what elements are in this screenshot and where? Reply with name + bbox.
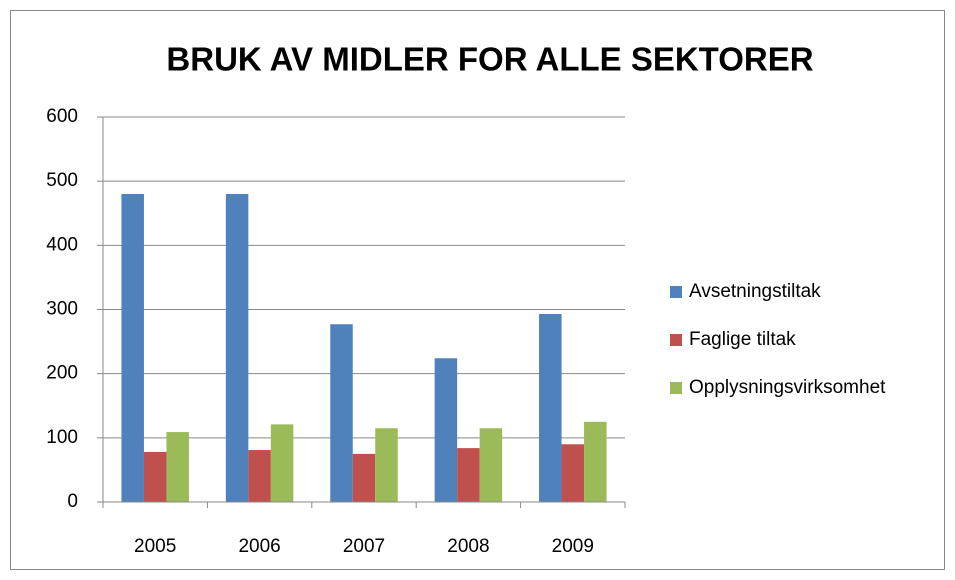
y-tick-label: 400 <box>46 234 78 255</box>
x-tick-label: 2008 <box>447 536 489 557</box>
bar <box>434 358 458 502</box>
chart-title: BRUK AV MIDLER FOR ALLE SEKTORER <box>166 41 813 78</box>
legend-swatch <box>670 286 682 298</box>
legend-label: Faglige tiltak <box>689 329 796 350</box>
bar <box>225 194 249 502</box>
bar <box>479 428 503 502</box>
bar <box>270 424 294 502</box>
y-tick-label: 0 <box>67 491 78 512</box>
y-tick-label: 300 <box>46 299 78 320</box>
bar <box>539 313 562 502</box>
x-tick-label: 2007 <box>343 536 385 557</box>
x-tick-label: 2006 <box>238 536 280 557</box>
bar <box>121 194 144 502</box>
bar <box>375 428 398 502</box>
bar <box>457 448 480 502</box>
y-tick-label: 100 <box>46 427 78 448</box>
bar <box>143 451 167 502</box>
y-tick-label: 600 <box>46 106 78 127</box>
legend-swatch <box>670 382 682 394</box>
y-tick-label: 500 <box>46 170 78 191</box>
bar <box>248 450 271 502</box>
bar <box>166 432 189 502</box>
bar <box>561 444 585 502</box>
x-tick-label: 2009 <box>552 536 594 557</box>
legend-label: Opplysningsvirksomhet <box>689 377 886 398</box>
bar <box>352 453 376 502</box>
bar <box>584 421 607 502</box>
x-tick-label: 2005 <box>134 536 176 557</box>
legend-swatch <box>670 334 682 346</box>
legend-label: Avsetningstiltak <box>689 281 821 302</box>
y-tick-label: 200 <box>46 363 78 384</box>
bar <box>330 324 353 502</box>
